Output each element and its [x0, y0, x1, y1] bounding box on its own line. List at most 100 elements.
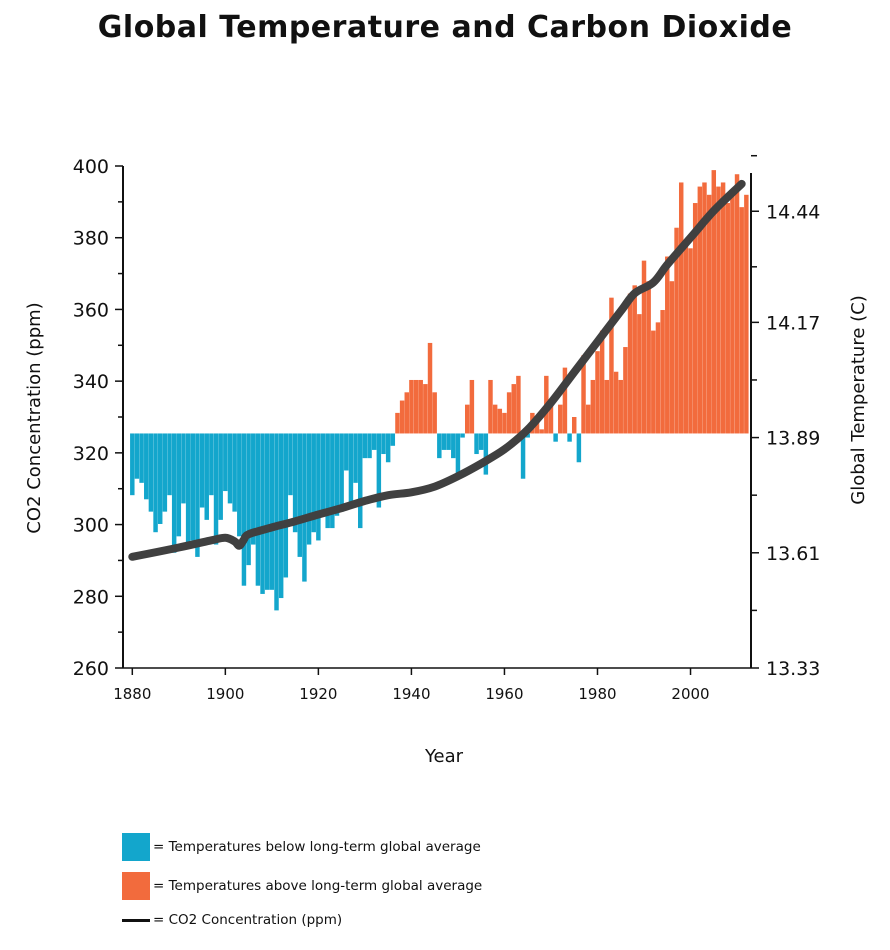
- temperature-bar: [711, 170, 717, 434]
- temperature-bar: [558, 404, 563, 434]
- temperature-bar: [130, 433, 135, 496]
- temperature-bar: [413, 379, 419, 434]
- temperature-bar: [339, 433, 344, 512]
- temperature-bar: [385, 433, 391, 463]
- y-axis-left-title: CO2 Concentration (ppm): [24, 302, 45, 533]
- temperature-bar: [576, 433, 582, 463]
- temperature-bar: [660, 310, 665, 434]
- temperature-bar: [418, 379, 423, 434]
- temperature-bar: [195, 433, 200, 557]
- temperature-bar: [692, 203, 698, 434]
- temperature-bar: [232, 433, 237, 512]
- x-tick-label: 2000: [671, 685, 709, 703]
- temperature-bar: [134, 433, 140, 479]
- temperature-bar: [292, 433, 298, 533]
- temperature-bar: [599, 330, 605, 434]
- temperature-bar: [706, 194, 712, 434]
- temperature-bar: [744, 194, 749, 434]
- temperature-bar: [367, 433, 372, 459]
- temperature-bar: [223, 433, 228, 492]
- x-tick-label: 1900: [206, 685, 244, 703]
- y-right-tick-label: 14.44: [766, 201, 820, 223]
- temperature-bar: [669, 281, 675, 434]
- temperature-bar: [739, 207, 744, 434]
- temperature-bar: [190, 433, 196, 541]
- temperature-bar: [469, 379, 475, 434]
- temperature-bar: [562, 367, 568, 434]
- x-tick-label: 1880: [113, 685, 151, 703]
- temperature-bar: [627, 293, 633, 434]
- temperature-bar: [316, 433, 321, 541]
- temperature-bar: [623, 347, 628, 434]
- temperature-bar: [665, 256, 670, 434]
- temperature-bar: [381, 433, 386, 455]
- temperature-bar: [674, 227, 679, 434]
- temperature-bar: [678, 182, 684, 434]
- temperature-bar: [571, 417, 577, 434]
- temperature-bar: [218, 433, 223, 520]
- y-left-tick-label: 280: [73, 586, 109, 608]
- temperature-bar: [325, 433, 330, 529]
- temperature-bar: [465, 404, 470, 434]
- y-right-tick-label: 13.33: [766, 658, 820, 680]
- legend-label-above: = Temperatures above long-term global av…: [153, 878, 483, 894]
- legend-swatch-above: [122, 872, 150, 900]
- temperature-bar: [330, 433, 335, 529]
- temperature-bar: [688, 248, 693, 434]
- temperature-bar: [213, 433, 219, 545]
- temperature-bar: [595, 351, 600, 434]
- temperature-bar: [306, 433, 312, 545]
- temperature-bar: [525, 433, 530, 438]
- temperature-bar: [604, 379, 610, 434]
- temperature-bar: [483, 433, 489, 475]
- temperature-bar: [157, 433, 163, 524]
- temperature-bar: [209, 433, 214, 496]
- temperature-bar: [478, 433, 484, 450]
- temperature-bar: [441, 433, 447, 450]
- temperature-bar: [720, 182, 726, 434]
- temperature-bar: [646, 281, 651, 434]
- temperature-bar: [358, 433, 363, 529]
- x-tick-label: 1980: [578, 685, 616, 703]
- temperature-bar: [320, 433, 326, 512]
- temperature-bar: [348, 433, 354, 508]
- x-tick-label: 1960: [485, 685, 523, 703]
- temperature-bar: [176, 433, 182, 537]
- temperature-bar: [697, 186, 703, 434]
- temperature-bar: [251, 433, 256, 545]
- temperature-bar: [399, 400, 405, 434]
- legend-label-co2: = CO2 Concentration (ppm): [153, 912, 343, 928]
- temperature-bar: [548, 404, 554, 434]
- temperature-bar: [255, 433, 261, 586]
- temperature-bar: [730, 190, 735, 434]
- temperature-bar: [344, 433, 349, 471]
- temperature-bar: [451, 433, 456, 459]
- temperature-bar: [702, 182, 707, 434]
- temperature-bar: [260, 433, 265, 594]
- temperature-bar: [423, 384, 428, 434]
- temperature-bar: [516, 375, 521, 434]
- temperature-bar: [362, 433, 368, 459]
- temperature-bar: [246, 433, 251, 566]
- temperature-bar: [199, 433, 205, 508]
- y-right-tick-label: 13.89: [766, 428, 820, 450]
- temperature-bar: [613, 371, 619, 434]
- temperature-bar: [520, 433, 526, 479]
- legend-label-below: = Temperatures below long-term global av…: [153, 839, 481, 855]
- x-tick-label: 1920: [299, 685, 337, 703]
- y-left-tick-label: 300: [73, 515, 109, 537]
- temperature-bar: [167, 433, 172, 496]
- temperature-bar: [488, 379, 493, 434]
- legend-item-co2: = CO2 Concentration (ppm): [122, 912, 342, 928]
- temperature-bar: [288, 433, 293, 496]
- legend-item-above: = Temperatures above long-term global av…: [122, 872, 482, 900]
- temperature-bar: [404, 392, 409, 434]
- temperature-bar: [371, 433, 377, 450]
- temperature-bar: [274, 433, 279, 611]
- temperature-bar: [264, 433, 270, 590]
- temperature-bar: [269, 433, 275, 590]
- temperature-bar: [139, 433, 144, 483]
- y-right-tick-label: 14.17: [766, 312, 820, 334]
- temperature-bar: [302, 433, 307, 582]
- co2-line: [128, 179, 746, 561]
